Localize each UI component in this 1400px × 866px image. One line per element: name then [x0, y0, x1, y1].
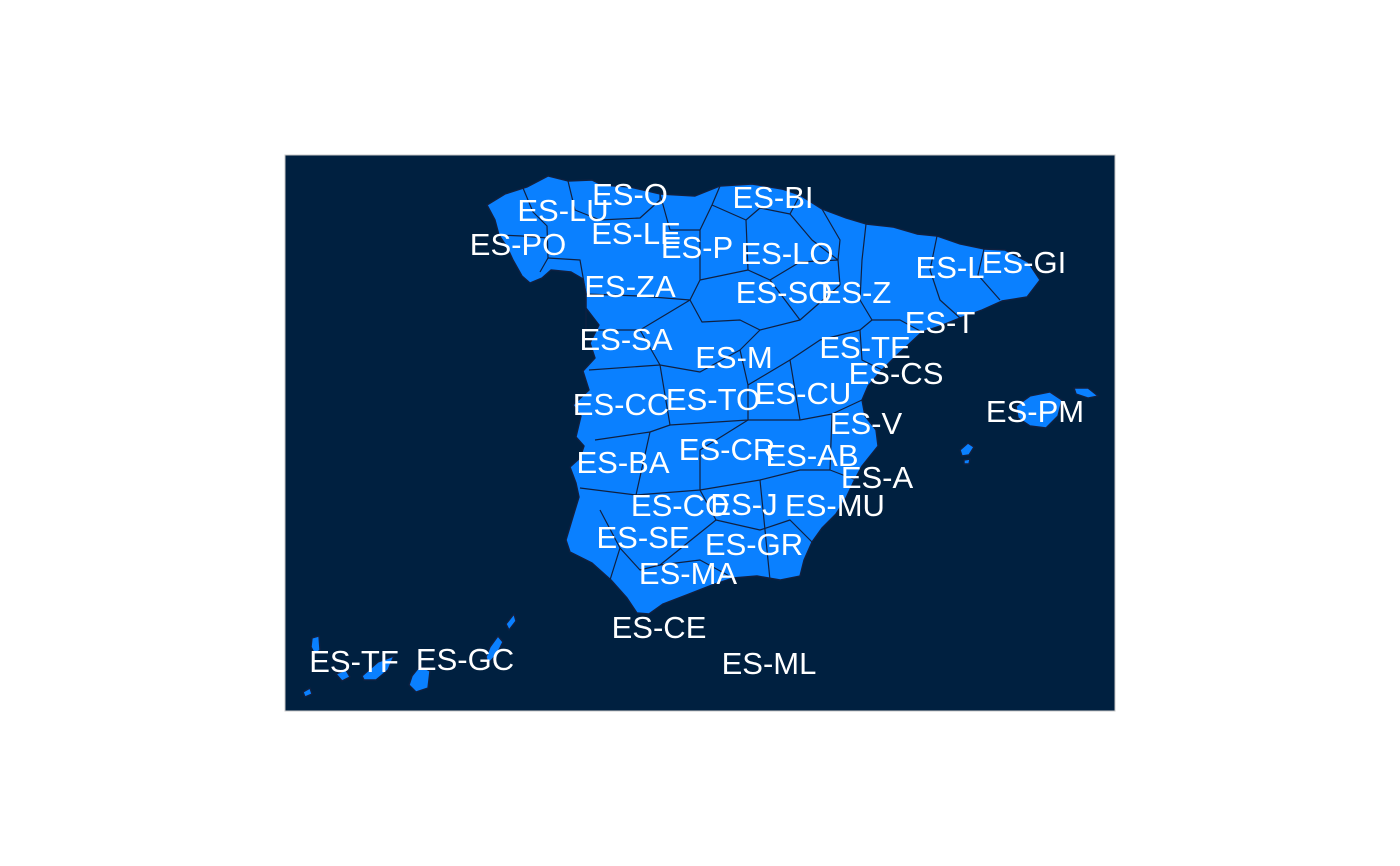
province-label: ES-CC [573, 387, 669, 422]
province-label: ES-CE [612, 610, 707, 645]
menorca [1073, 387, 1099, 399]
province-label: ES-J [710, 487, 777, 522]
province-label: ES-MA [639, 556, 738, 591]
province-label: ES-CU [755, 376, 851, 411]
province-label: ES-T [905, 305, 976, 340]
province-label: ES-GI [982, 245, 1066, 280]
province-label: ES-TO [666, 382, 760, 417]
province-label: ES-TF [309, 644, 399, 679]
province-label: ES-Z [821, 275, 892, 310]
province-label: ES-BI [733, 180, 814, 215]
tenerife [361, 655, 395, 681]
province-label: ES-LE [591, 216, 681, 251]
fuerteventura [485, 635, 504, 665]
mallorca [1015, 391, 1063, 429]
province-label: ES-LU [517, 193, 608, 228]
province-label: ES-LO [740, 236, 833, 271]
province-label: ES-GC [416, 642, 514, 677]
province-label: ES-ZA [584, 269, 676, 304]
province-label: ES-SA [579, 322, 672, 357]
province-label: ES-CO [631, 488, 729, 523]
province-label: ES-PO [470, 227, 566, 262]
province-label: ES-A [841, 460, 914, 495]
el-hierro [302, 687, 313, 698]
formentera [963, 458, 971, 465]
la-gomera [335, 669, 351, 682]
province-label: ES-SO [736, 275, 832, 310]
province-label: ES-ML [722, 646, 817, 681]
ibiza [959, 442, 975, 457]
province-label: ES-CR [679, 432, 775, 467]
province-label: ES-V [830, 406, 903, 441]
land-layer [302, 175, 1099, 698]
province-borders [498, 180, 1001, 581]
province-label: ES-TE [819, 330, 910, 365]
gran-canaria [408, 665, 431, 693]
province-label: ES-SE [596, 520, 689, 555]
province-label: ES-L [916, 250, 985, 285]
province-label: ES-GR [705, 527, 803, 562]
province-label: ES-AB [765, 438, 858, 473]
province-label: ES-CS [849, 356, 944, 391]
province-label: ES-BA [576, 445, 669, 480]
iberian-peninsula [486, 175, 1041, 615]
province-label: ES-P [661, 230, 733, 265]
province-label: ES-M [695, 340, 773, 375]
province-label: ES-O [592, 177, 668, 212]
province-label: ES-PM [986, 394, 1084, 429]
la-palma [310, 635, 321, 656]
lanzarote [505, 613, 517, 631]
province-label: ES-MU [785, 488, 885, 523]
